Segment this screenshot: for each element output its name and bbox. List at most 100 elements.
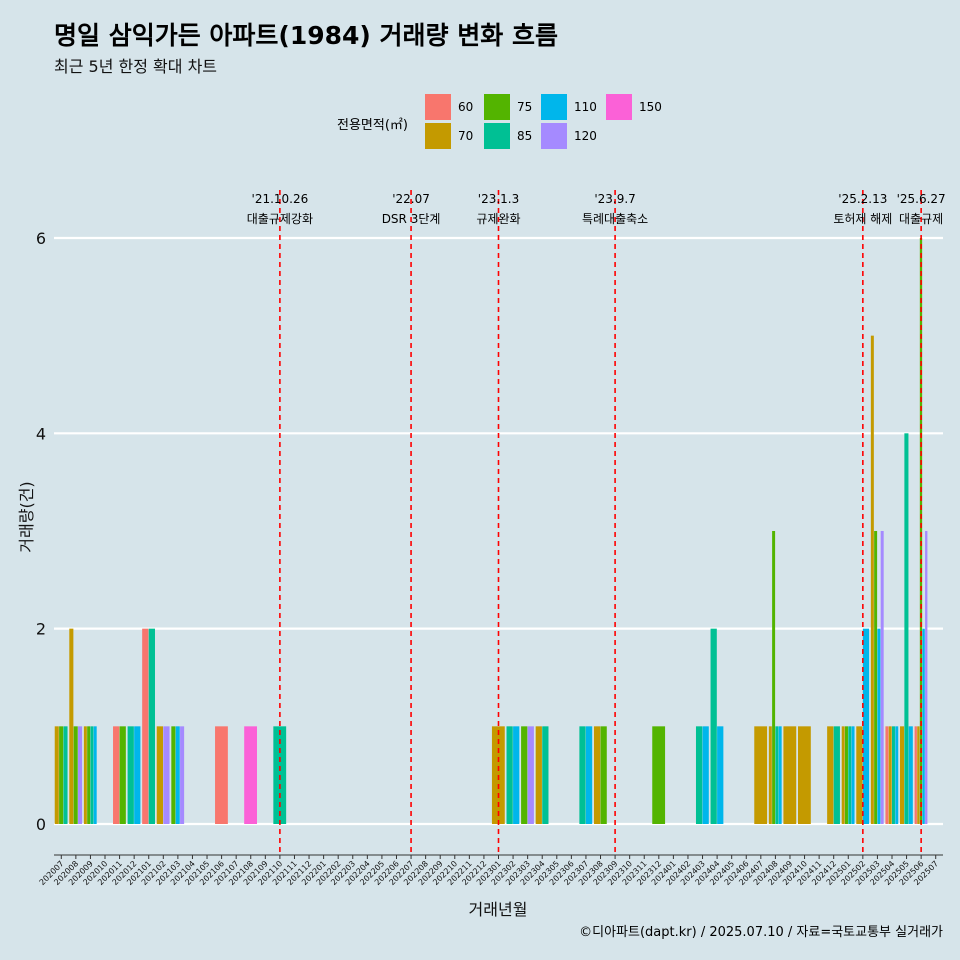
bar-110-202012 [134,726,141,824]
event-text-label: 토허제 해제 [833,212,892,226]
bar-75-202506 [919,237,923,825]
bar-75-202312 [652,726,666,824]
bar-85-202101 [148,628,155,824]
event-text-label: DSR 3단계 [382,212,441,226]
source-caption: ©디아파트(dapt.kr) / 2025.07.10 / 자료=국토교통부 실… [579,925,943,940]
event-text-label: 특례대출축소 [582,212,648,226]
bar-85-202408 [775,726,779,824]
bar-75-202007 [59,726,64,824]
bar-75-202008 [73,726,78,824]
bar-110-202307 [585,726,593,824]
y-tick-label: 6 [36,229,46,248]
event-date-label: '25.6.27 [897,192,946,206]
bar-110-202502 [862,628,870,824]
bar-70-202502 [856,726,863,824]
y-axis-label: 거래량(건) [17,481,36,552]
legend-label: 85 [517,129,533,143]
bar-70-202504 [888,726,892,824]
event-date-label: '22.07 [392,192,430,206]
bar-70-202407 [754,726,768,824]
legend-swatch [541,94,567,120]
bar-70-202009 [83,726,87,824]
bar-110-202404 [717,726,724,824]
bar-70-202506 [917,726,920,824]
legend: 전용면적(㎡) 60 70 75 85 110 120 150 [0,0,960,160]
annotations: '21.10.26 대출규제강화 '22.07 DSR 3단계 '23.1.3 규제완화 '… [247,190,946,856]
bar-110-202009 [93,726,97,824]
y-tick-label: 4 [36,424,46,443]
event-date-label: '23.9.7 [594,192,635,206]
bar-70-202304 [535,726,542,824]
legend-swatch [484,94,510,120]
bar-85-202007 [63,726,68,824]
bar-85-202009 [90,726,94,824]
bar-110-202403 [702,726,709,824]
bar-85-202504 [891,726,895,824]
event-date-label: '21.10.26 [252,192,309,206]
bars [54,237,928,825]
bar-85-202012 [127,726,134,824]
bar-60-202506 [914,726,917,824]
legend-label: 150 [639,100,662,114]
legend-swatch [484,123,510,149]
bar-110-202408 [778,726,782,824]
event-text-label: 규제완화 [476,212,520,226]
bar-75-202103 [171,726,176,824]
legend-swatch [425,94,451,120]
bar-75-202408 [772,530,776,824]
y-tick-label: 0 [36,815,46,834]
y-tick-label: 2 [36,620,46,639]
bar-85-202412 [833,726,840,824]
legend-swatch [541,123,567,149]
bar-70-202007 [54,726,59,824]
legend-label: 60 [458,100,474,114]
legend-swatch [425,123,451,149]
x-axis-label: 거래년월 [469,900,528,919]
bar-70-202505 [900,726,905,824]
bar-75-202308 [600,726,607,824]
bar-70-202409 [783,726,797,824]
bar-85-202404 [710,628,717,824]
bar-120-202303 [527,726,534,824]
bar-85-202403 [695,726,703,824]
bar-120-202506 [925,530,928,824]
bar-75-202011 [119,726,126,824]
bar-110-202503 [877,628,881,824]
bar-110-202506 [922,628,925,824]
bar-110-202103 [175,726,180,824]
bar-110-202501 [851,726,855,824]
bar-85-202304 [542,726,549,824]
bar-85-202505 [904,433,909,824]
bar-70-202410 [797,726,811,824]
bar-70-202408 [768,726,772,824]
bar-60-202011 [113,726,120,824]
bar-150-202108 [244,726,258,824]
event-date-label: '23.1.3 [478,192,519,206]
event-text-label: 대출규제 [899,212,943,226]
bar-70-202008 [69,628,74,824]
bar-75-202009 [87,726,91,824]
bar-70-202503 [870,335,874,824]
legend-label: 70 [458,129,474,143]
bar-120-202503 [880,530,884,824]
bar-60-202504 [885,726,889,824]
bar-110-202302 [513,726,520,824]
bar-70-202102 [156,726,164,824]
chart-title: 명일 삼익가든 아파트(1984) 거래량 변화 흐름 [54,21,558,50]
bar-70-202501 [841,726,845,824]
legend-swatch [606,94,632,120]
bar-60-202101 [142,628,149,824]
legend-label: 110 [574,100,597,114]
bar-75-202501 [844,726,848,824]
chart-subtitle: 최근 5년 한정 확대 차트 [54,57,218,76]
legend-title: 전용면적(㎡) [337,118,408,133]
bar-75-202303 [521,726,528,824]
bar-70-202412 [827,726,834,824]
bar-110-202504 [895,726,899,824]
bar-120-202103 [180,726,185,824]
legend-label: 75 [517,100,533,114]
event-text-label: 대출규제강화 [247,212,313,226]
bar-120-202102 [163,726,170,824]
bar-70-202308 [593,726,601,824]
